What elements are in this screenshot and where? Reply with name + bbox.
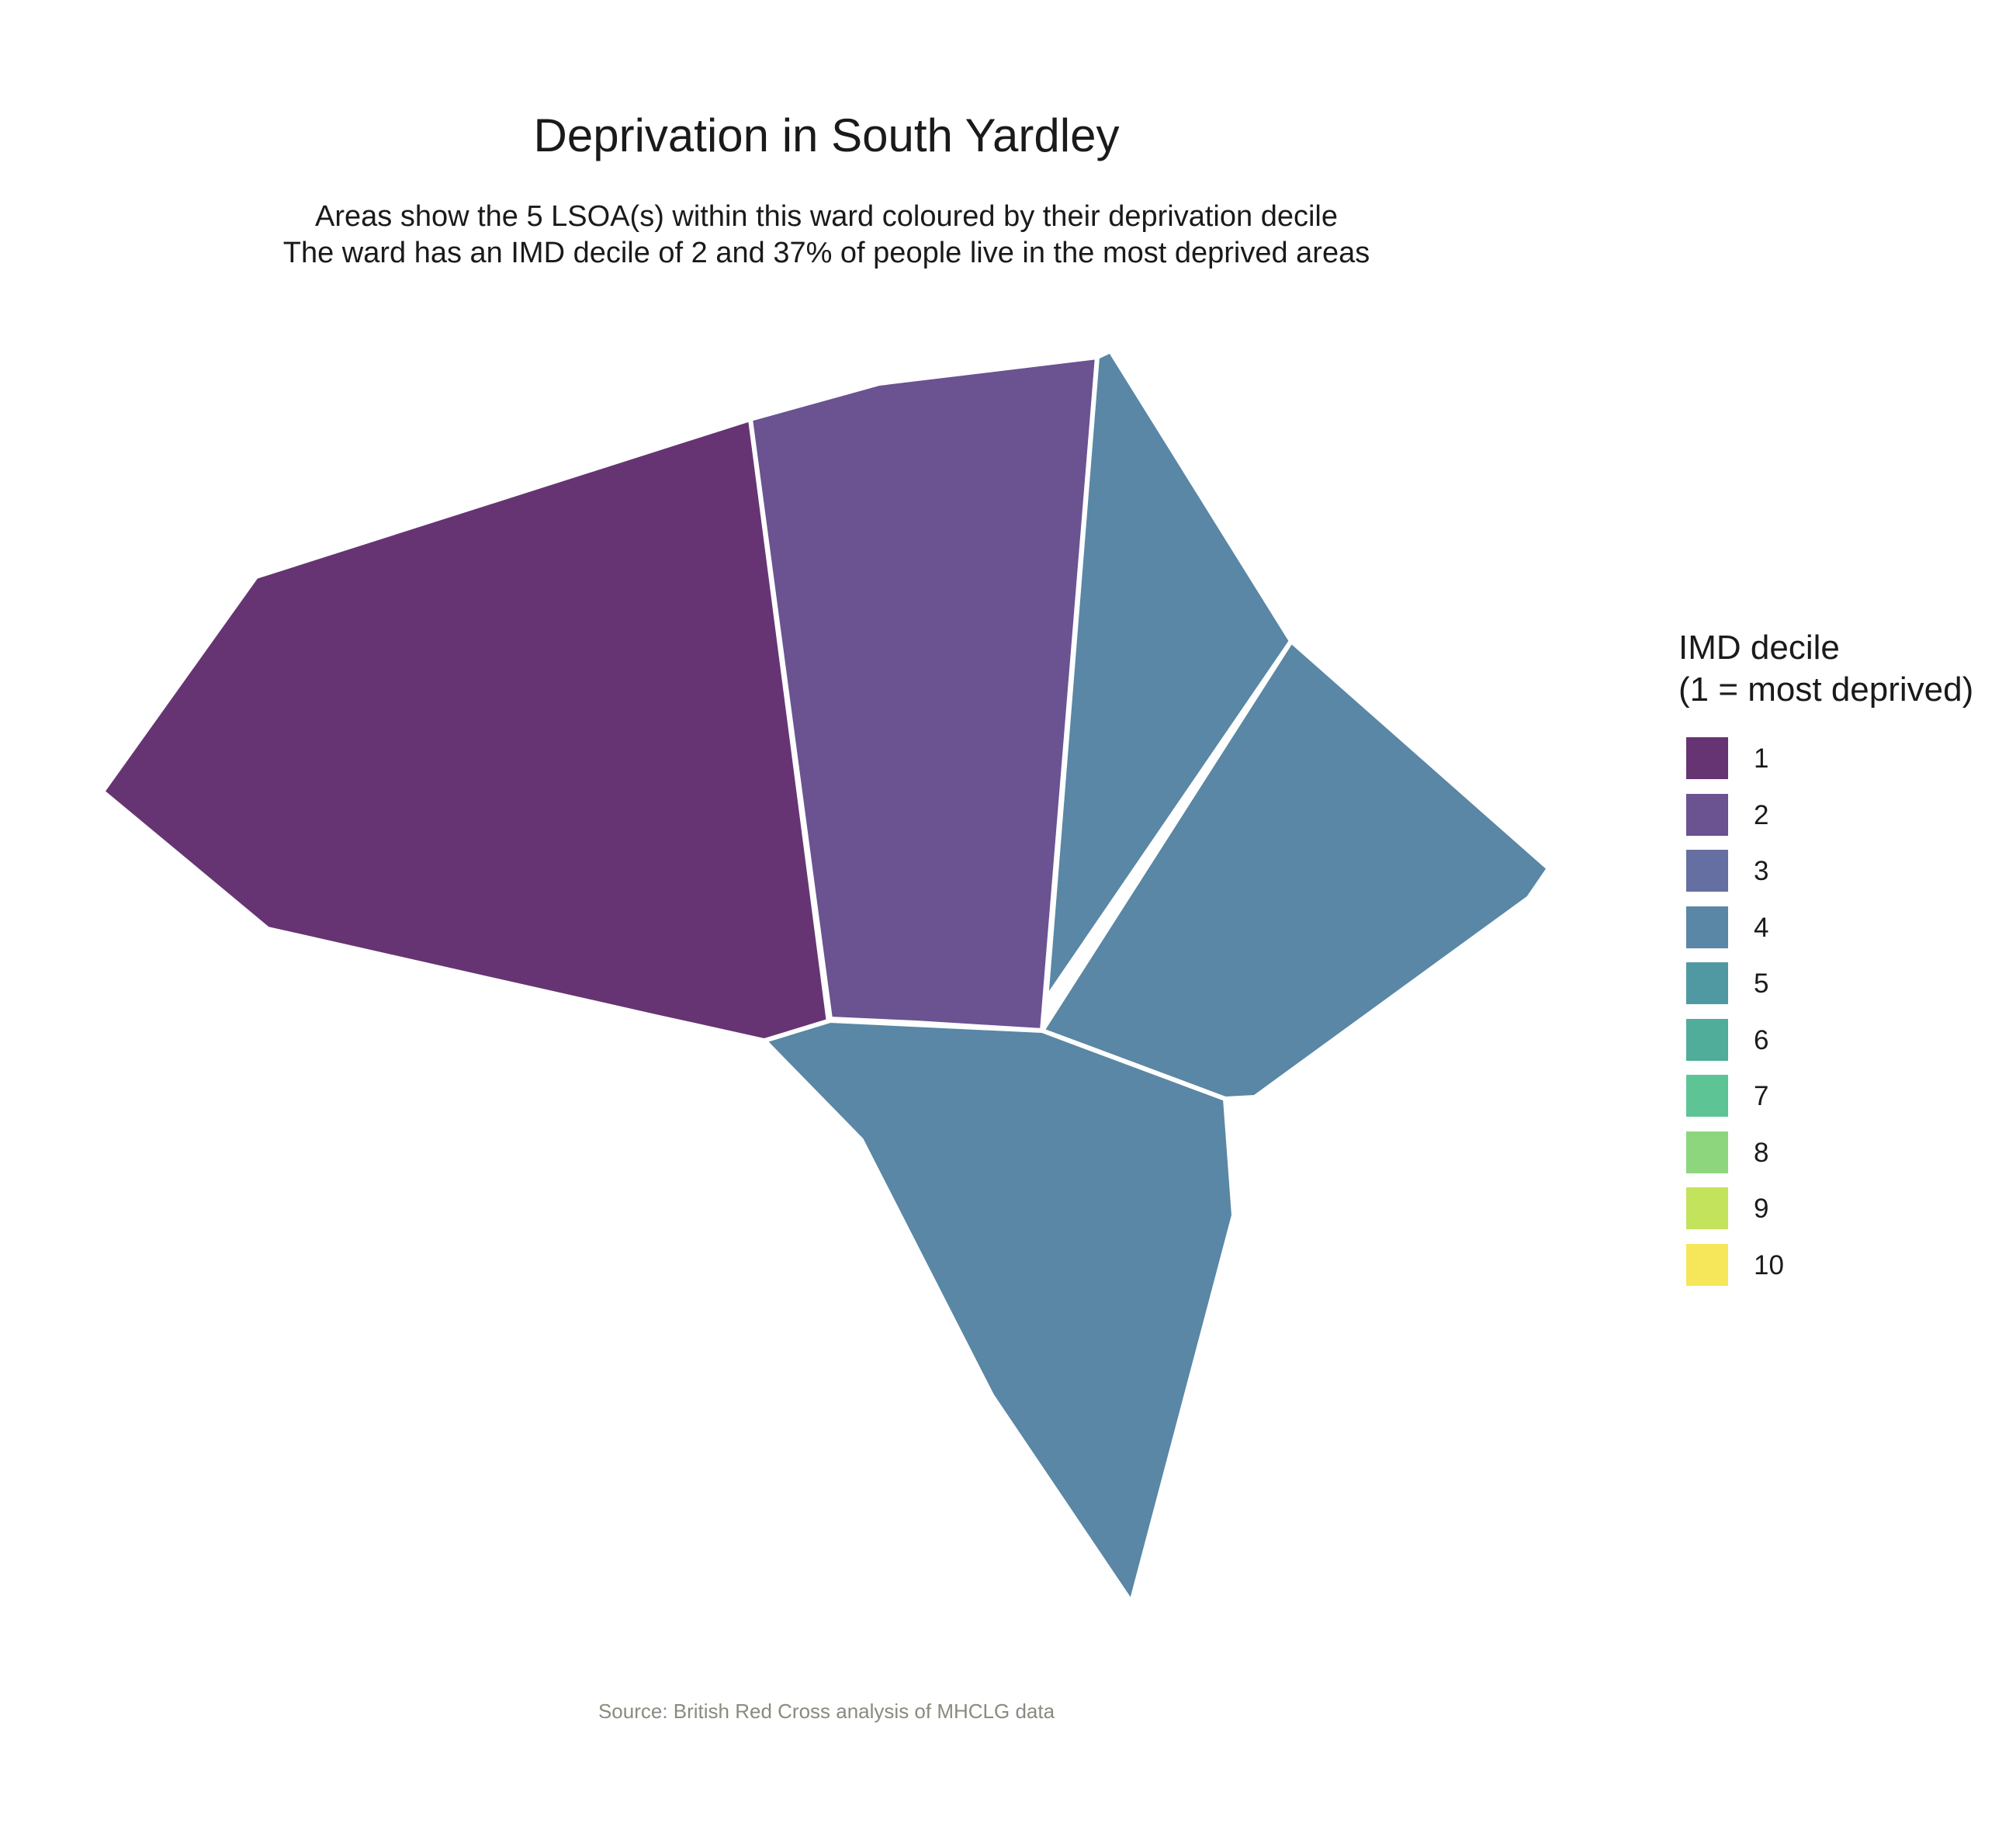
legend-label: 10: [1754, 1249, 1784, 1280]
chart-title: Deprivation in South Yardley: [533, 109, 1120, 161]
legend-label: 3: [1754, 856, 1769, 886]
legend-swatch: [1686, 906, 1728, 948]
legend-swatch: [1686, 962, 1728, 1004]
legend-label: 2: [1754, 799, 1769, 830]
legend-label: 1: [1754, 743, 1769, 774]
legend-title-line-2: (1 = most deprived): [1678, 670, 1974, 709]
legend-title: IMD decile (1 = most deprived): [1678, 627, 1973, 711]
legend-title-line-1: IMD decile: [1678, 629, 1840, 667]
legend-swatch: [1686, 793, 1728, 836]
legend-label: 9: [1754, 1194, 1769, 1224]
legend-label: 6: [1754, 1024, 1769, 1055]
legend-swatch: [1686, 850, 1728, 892]
chart-subtitle-line-1: Areas show the 5 LSOA(s) within this war…: [315, 200, 1338, 233]
legend-swatch: [1686, 1131, 1728, 1173]
lsoa-area-west: [100, 417, 833, 1043]
legend-label: 4: [1754, 912, 1769, 943]
legend-label: 8: [1754, 1137, 1769, 1168]
legend-label: 5: [1754, 968, 1769, 999]
legend-swatch: [1686, 1075, 1728, 1117]
legend-swatch: [1686, 737, 1728, 779]
lsoa-area-south: [762, 1018, 1236, 1605]
legend-swatch: [1686, 1018, 1728, 1061]
legend-label: 7: [1754, 1081, 1769, 1111]
source-caption: Source: British Red Cross analysis of MH…: [598, 1700, 1055, 1723]
legend-swatch: [1686, 1243, 1728, 1286]
legend-swatch: [1686, 1187, 1728, 1229]
chart-subtitle-line-2: The ward has an IMD decile of 2 and 37% …: [282, 237, 1370, 269]
